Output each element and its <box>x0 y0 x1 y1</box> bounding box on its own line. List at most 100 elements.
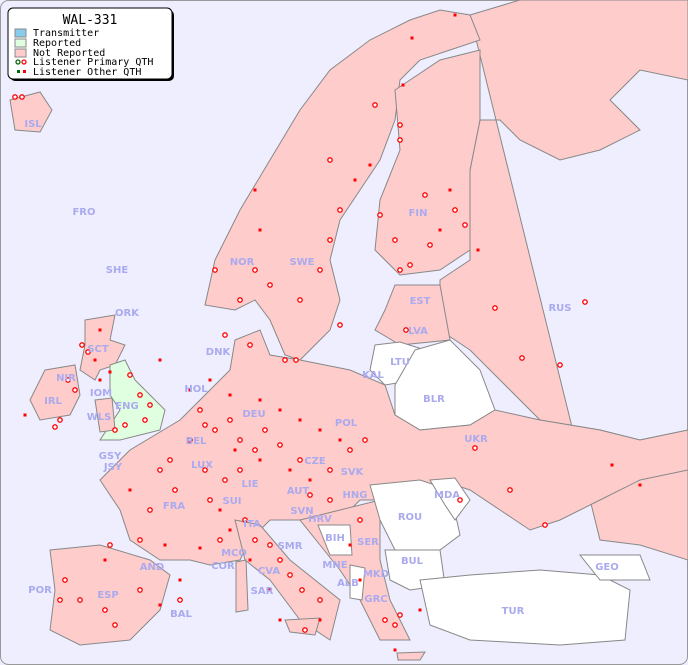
listener-other-marker <box>338 438 342 442</box>
label-mkd: MKD <box>363 569 389 580</box>
listener-primary-marker <box>122 422 128 428</box>
listener-primary-marker <box>252 447 258 453</box>
listener-primary-marker <box>112 622 118 628</box>
listener-primary-marker <box>167 457 173 463</box>
listener-primary-marker <box>172 487 178 493</box>
region-moldova <box>429 477 471 521</box>
label-and: AND <box>140 562 164 573</box>
label-pol: POL <box>335 418 358 429</box>
legend-title: WAL-331 <box>63 13 118 28</box>
label-ukr: UKR <box>464 434 488 445</box>
label-est: EST <box>410 296 431 307</box>
listener-other-marker <box>23 413 27 417</box>
listener-primary-marker <box>137 537 143 543</box>
listener-primary-marker <box>397 122 403 128</box>
region-finland <box>374 49 481 276</box>
listener-primary-marker <box>177 597 183 603</box>
listener-other-marker <box>476 248 480 252</box>
listener-other-marker <box>610 463 614 467</box>
legend: WAL-331 Transmitter Reported Not Reporte… <box>7 7 174 81</box>
listener-other-marker <box>253 188 257 192</box>
listener-primary-marker <box>337 207 343 213</box>
listener-primary-marker <box>197 407 203 413</box>
listener-primary-marker <box>202 467 208 473</box>
label-hng: HNG <box>343 490 368 501</box>
listener-primary-marker <box>492 305 498 311</box>
listener-other-marker <box>158 603 162 607</box>
label-nir: NIR <box>56 373 76 384</box>
listener-primary-marker <box>102 607 108 613</box>
listener-other-marker <box>98 328 102 332</box>
label-irl: IRL <box>44 396 62 407</box>
label-geo: GEO <box>595 562 619 573</box>
legend-swatch-transmitter <box>14 28 27 38</box>
legend-swatch-reported <box>14 38 27 48</box>
label-lux: LUX <box>191 460 213 471</box>
listener-primary-marker <box>262 427 268 433</box>
listener-primary-marker <box>392 237 398 243</box>
label-cze: CZE <box>304 456 326 467</box>
legend-label-primary: Listener Primary QTH <box>33 57 153 68</box>
label-bul: BUL <box>401 556 424 567</box>
listener-primary-marker <box>299 587 305 593</box>
listener-primary-marker <box>337 322 343 328</box>
listener-primary-marker <box>327 157 333 163</box>
listener-other-marker <box>258 398 262 402</box>
label-sui: SUI <box>222 496 241 507</box>
listener-primary-marker <box>277 442 283 448</box>
listener-other-marker <box>448 188 452 192</box>
listener-other-marker <box>401 83 405 87</box>
listener-primary-marker <box>422 192 428 198</box>
region-england <box>99 359 166 441</box>
listener-other-marker <box>228 393 232 397</box>
listener-primary-marker <box>472 445 478 451</box>
listener-other-marker <box>228 528 232 532</box>
listener-primary-marker <box>519 355 525 361</box>
listener-primary-marker <box>222 332 228 338</box>
listener-other-marker <box>128 488 132 492</box>
label-iom: IOM <box>90 388 112 399</box>
listener-primary-marker <box>297 457 303 463</box>
listener-other-marker <box>198 546 202 550</box>
label-blr: BLR <box>423 394 445 405</box>
label-esp: ESP <box>97 590 118 601</box>
listener-primary-marker <box>247 342 253 348</box>
listener-primary-marker <box>407 262 413 268</box>
label-bih: BIH <box>325 533 345 544</box>
listener-primary-marker <box>297 297 303 303</box>
legend-primary-circle-red <box>21 59 27 65</box>
label-por: POR <box>28 585 52 596</box>
label-fro: FRO <box>72 207 95 218</box>
label-ork: ORK <box>115 308 140 319</box>
listener-primary-marker <box>317 597 323 603</box>
legend-swatch-not-reported <box>14 48 27 58</box>
listener-primary-marker <box>267 282 273 288</box>
listener-other-marker <box>103 558 107 562</box>
listener-primary-marker <box>147 402 153 408</box>
label-gsy: GSY <box>99 451 122 462</box>
label-ita: ITA <box>243 519 261 530</box>
listener-other-marker <box>278 618 282 622</box>
listener-primary-marker <box>137 587 143 593</box>
region-iceland <box>9 91 53 133</box>
listener-other-marker <box>410 36 414 40</box>
listener-primary-marker <box>252 267 258 273</box>
label-hol: HOL <box>184 384 208 395</box>
label-ltu: LTU <box>390 357 410 368</box>
listener-other-marker <box>438 228 442 232</box>
label-tur: TUR <box>502 606 525 617</box>
listener-primary-marker <box>85 349 91 355</box>
listener-other-marker <box>93 358 97 362</box>
listener-other-marker <box>163 543 167 547</box>
legend-label-not-reported: Not Reported <box>33 48 105 59</box>
listener-primary-marker <box>79 342 85 348</box>
legend-primary-circle-green <box>15 59 21 65</box>
listener-primary-marker <box>147 507 153 513</box>
label-hrv: HRV <box>308 514 332 525</box>
region-romania <box>369 479 461 551</box>
listener-primary-marker <box>202 422 208 428</box>
listener-primary-marker <box>452 207 458 213</box>
listener-primary-marker <box>57 597 63 603</box>
label-nor: NOR <box>230 257 255 268</box>
